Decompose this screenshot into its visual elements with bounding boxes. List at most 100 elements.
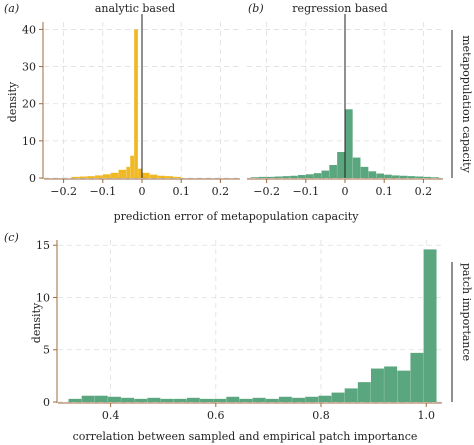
panel-b-axes: −0.2 −0.1 0 0.1 0.2 bbox=[247, 178, 443, 198]
panel-b-xtick-label-3: 0.1 bbox=[375, 185, 393, 198]
panel-c-bar-15 bbox=[265, 398, 279, 402]
panel-b-xtick-label-2: 0 bbox=[342, 185, 349, 198]
panel-a-bar-8 bbox=[130, 155, 134, 178]
panel-a-xtick-label-0: −0.2 bbox=[50, 185, 77, 198]
panel-c-bar-4 bbox=[121, 397, 135, 402]
shared-xlabel-ab: prediction error of metapopulation capac… bbox=[114, 210, 360, 223]
panel-b-label: (b) bbox=[248, 2, 264, 15]
panel-c-bar-21 bbox=[344, 388, 358, 402]
panel-a-bar-11 bbox=[142, 172, 150, 178]
panel-c-bar-14 bbox=[252, 397, 266, 402]
panel-b-xtick-label-0: −0.2 bbox=[253, 185, 280, 198]
panel-a-axes: −0.2 −0.1 0 0.1 0.2 0 10 20 30 40 bbox=[22, 22, 240, 198]
panel-b-strip-label: metapopulation capacity bbox=[460, 35, 473, 173]
panel-b-bar-4 bbox=[282, 176, 290, 178]
panel-a-bar-5 bbox=[110, 172, 119, 178]
panel-b-bar-8 bbox=[313, 173, 322, 178]
panel-a-ytick-label-4: 40 bbox=[22, 23, 36, 36]
panel-c-bar-6 bbox=[147, 397, 161, 402]
panel-a: −0.2 −0.1 0 0.1 0.2 0 10 20 30 40 (a) analytic ba… bbox=[4, 2, 240, 198]
panel-c-bar-5 bbox=[134, 398, 148, 402]
panel-b-bar-10 bbox=[329, 165, 337, 178]
panel-c-ylabel: density bbox=[30, 302, 43, 343]
panel-c-bar-10 bbox=[200, 398, 213, 402]
panel-b-bar-6 bbox=[297, 175, 306, 178]
panel-a-xtick-label-1: −0.1 bbox=[89, 185, 116, 198]
panel-a-bars bbox=[71, 29, 181, 178]
panel-c-bar-12 bbox=[226, 396, 240, 402]
panel-c-bar-18 bbox=[305, 396, 319, 402]
panel-a-bar-12 bbox=[149, 174, 158, 178]
panel-c-bar-3 bbox=[107, 396, 121, 402]
panel-c-strip-label: patch importance bbox=[460, 263, 473, 361]
panel-c-bar-25 bbox=[397, 370, 411, 402]
panel-c: 0.4 0.6 0.8 1.0 0 5 10 15 (c) density correlati… bbox=[4, 231, 473, 443]
panel-c-ytick-label-3: 15 bbox=[36, 239, 50, 252]
panel-c-bar-23 bbox=[370, 368, 384, 402]
panel-c-xtick-label-2: 0.8 bbox=[312, 409, 330, 422]
panel-c-xtick-label-3: 1.0 bbox=[417, 409, 435, 422]
panel-a-bar-10 bbox=[138, 168, 142, 178]
panel-a-ytick-label-3: 30 bbox=[22, 61, 36, 74]
panel-a-xtick-label-4: 0.2 bbox=[212, 185, 230, 198]
panel-c-bar-22 bbox=[357, 382, 371, 402]
panel-b-bar-3 bbox=[274, 176, 283, 178]
panel-b-bar-7 bbox=[305, 174, 314, 178]
panel-a-bar-14 bbox=[165, 176, 174, 178]
panel-a-bar-13 bbox=[157, 175, 166, 178]
panel-b-bar-1 bbox=[258, 176, 267, 178]
panel-a-bar-7 bbox=[126, 166, 131, 178]
panel-b-bar-17 bbox=[384, 174, 392, 178]
panel-c-axes: 0.4 0.6 0.8 1.0 0 5 10 15 bbox=[36, 239, 442, 422]
panel-a-bar-9 bbox=[134, 29, 138, 178]
panel-c-bar-26 bbox=[410, 352, 424, 402]
panel-a-xtick-label-3: 0.1 bbox=[172, 185, 190, 198]
panel-b-bar-12 bbox=[345, 109, 353, 178]
panel-a-bar-15 bbox=[173, 176, 181, 178]
panel-b-bar-21 bbox=[415, 176, 424, 178]
panel-c-bar-9 bbox=[186, 397, 200, 402]
panel-b: −0.2 −0.1 0 0.1 0.2 (b) regression based met… bbox=[247, 2, 473, 198]
panel-a-xtick-label-2: 0 bbox=[139, 185, 146, 198]
panel-a-bar-4 bbox=[102, 174, 111, 178]
panel-c-bar-1 bbox=[81, 395, 95, 402]
panel-b-bar-23 bbox=[431, 177, 439, 178]
panel-c-xtick-label-1: 0.6 bbox=[207, 409, 225, 422]
panel-b-bar-18 bbox=[392, 175, 400, 178]
panel-c-bar-13 bbox=[239, 398, 253, 402]
panel-c-bar-16 bbox=[278, 396, 292, 402]
panel-c-bar-2 bbox=[94, 395, 108, 402]
panel-b-bar-14 bbox=[360, 166, 369, 178]
panel-b-xtick-label-4: 0.2 bbox=[415, 185, 433, 198]
panel-b-bar-11 bbox=[337, 152, 345, 178]
panel-b-bar-2 bbox=[266, 176, 275, 178]
panel-b-title: regression based bbox=[292, 2, 387, 15]
panel-c-bar-17 bbox=[292, 397, 306, 402]
panel-b-bar-9 bbox=[321, 170, 330, 178]
panel-a-ytick-label-2: 20 bbox=[22, 98, 36, 111]
panel-b-bar-19 bbox=[399, 175, 408, 178]
panel-c-label: (c) bbox=[4, 231, 19, 244]
panel-c-bar-0 bbox=[68, 398, 82, 402]
panel-c-xlabel: correlation between sampled and empirica… bbox=[73, 430, 418, 443]
panel-a-bar-1 bbox=[79, 176, 87, 178]
panel-c-bar-7 bbox=[160, 398, 174, 402]
panel-b-bar-0 bbox=[250, 177, 259, 178]
panel-a-bar-6 bbox=[118, 169, 127, 178]
panel-c-ytick-label-2: 10 bbox=[36, 291, 50, 304]
panel-c-bar-11 bbox=[213, 398, 227, 402]
panel-b-bar-20 bbox=[407, 176, 416, 178]
panel-a-title: analytic based bbox=[95, 2, 175, 15]
panel-a-ytick-label-0: 0 bbox=[29, 172, 36, 185]
panel-a-bar-2 bbox=[87, 176, 95, 178]
panel-a-ytick-label-1: 10 bbox=[22, 135, 36, 148]
panel-b-bar-13 bbox=[352, 157, 361, 178]
panel-b-bar-5 bbox=[290, 175, 298, 178]
panel-a-ylabel: density bbox=[6, 81, 19, 122]
panel-b-bar-15 bbox=[368, 171, 377, 178]
panel-c-bars bbox=[68, 249, 437, 402]
panel-b-bar-22 bbox=[423, 176, 432, 178]
panel-c-ytick-label-1: 5 bbox=[43, 344, 50, 357]
panel-c-ytick-label-0: 0 bbox=[43, 396, 50, 409]
